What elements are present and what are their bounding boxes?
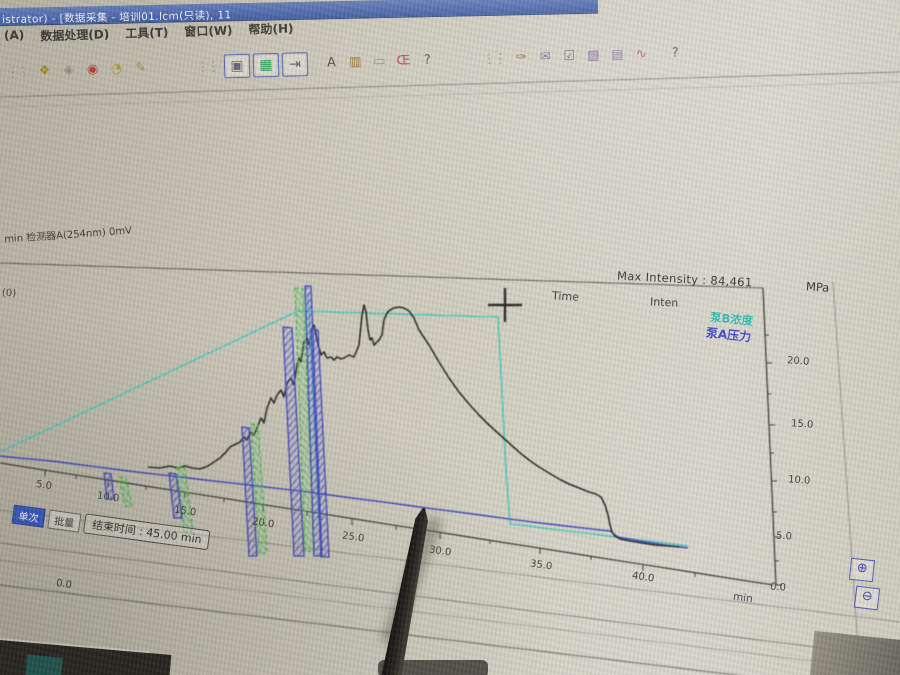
tab-batch[interactable]: 批量 [47, 509, 82, 533]
x-axis [0, 462, 774, 586]
toolbar-separator-line [0, 71, 900, 98]
y-axis-ticks [765, 334, 782, 586]
crosshair-cursor [488, 288, 522, 322]
toolbar-separator-line-2 [0, 81, 900, 108]
window-edge-line-4 [0, 584, 742, 675]
photo-bottom-center-dark [378, 660, 488, 675]
window-edge-line-2 [0, 542, 900, 659]
blue-hatched-peaks [103, 285, 330, 558]
plot-top-frame [0, 262, 764, 289]
tab-single[interactable]: 单次 [11, 504, 46, 528]
window-edge-line-1 [0, 509, 900, 623]
y-axis-right [762, 287, 777, 586]
zoom-out-button[interactable]: ⊖ [853, 585, 881, 611]
zoom-in-button[interactable]: ⊕ [848, 557, 876, 583]
photo-taskbar-teal-block [25, 654, 63, 675]
photo-bottom-right-dark [809, 630, 900, 675]
panel-right-edge [832, 281, 859, 649]
window-edge-line-3 [0, 559, 900, 673]
